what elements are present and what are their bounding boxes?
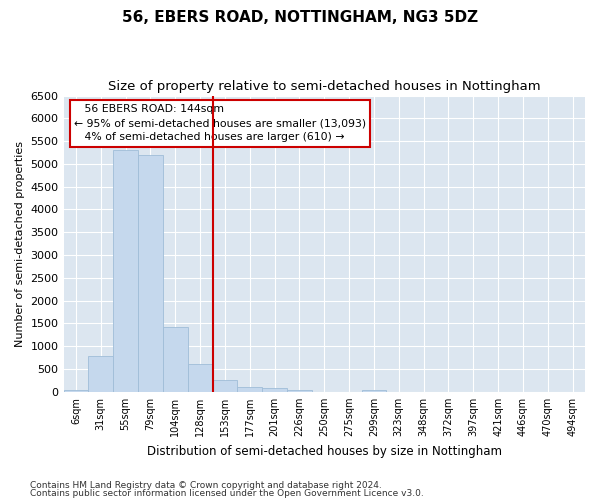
Bar [362,390,386,392]
Bar [262,388,287,392]
Bar [138,155,163,392]
Bar [212,380,238,392]
Text: 56 EBERS ROAD: 144sqm
← 95% of semi-detached houses are smaller (13,093)
   4% o: 56 EBERS ROAD: 144sqm ← 95% of semi-deta… [74,104,366,142]
Text: Contains public sector information licensed under the Open Government Licence v3: Contains public sector information licen… [30,489,424,498]
Bar [238,387,262,392]
Bar [163,326,188,392]
Y-axis label: Number of semi-detached properties: Number of semi-detached properties [15,140,25,346]
Bar [64,390,88,392]
Text: Contains HM Land Registry data © Crown copyright and database right 2024.: Contains HM Land Registry data © Crown c… [30,480,382,490]
Bar [188,364,212,392]
X-axis label: Distribution of semi-detached houses by size in Nottingham: Distribution of semi-detached houses by … [147,444,502,458]
Bar [287,390,312,392]
Text: 56, EBERS ROAD, NOTTINGHAM, NG3 5DZ: 56, EBERS ROAD, NOTTINGHAM, NG3 5DZ [122,10,478,25]
Bar [88,356,113,392]
Title: Size of property relative to semi-detached houses in Nottingham: Size of property relative to semi-detach… [108,80,541,93]
Bar [113,150,138,392]
